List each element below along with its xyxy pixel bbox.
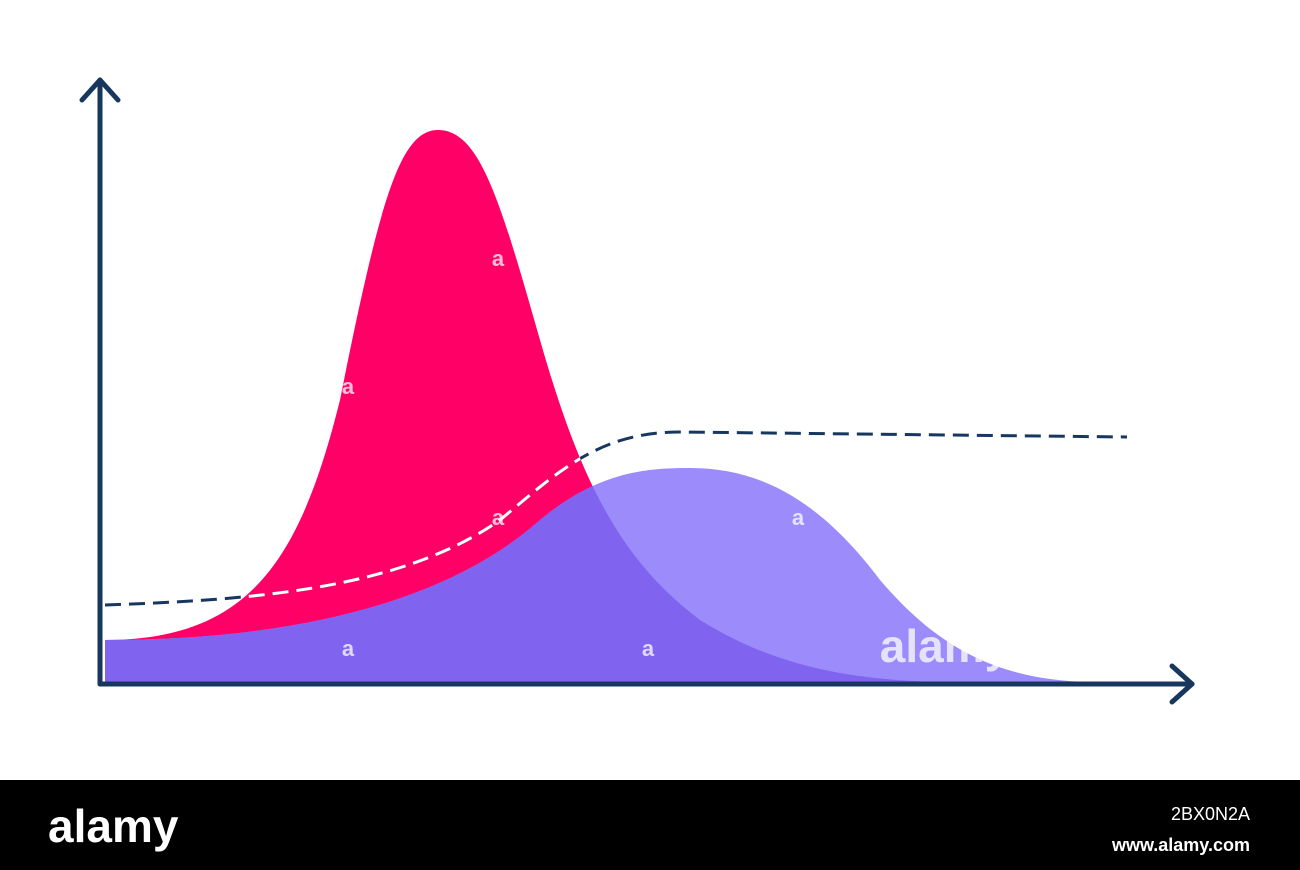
watermark: a: [342, 636, 355, 661]
image-id: 2BX0N2A: [1171, 804, 1250, 824]
watermark-logo: alamy: [880, 620, 1011, 672]
watermark: a: [342, 374, 355, 399]
axes: [79, 77, 1195, 705]
capacity-line: [104, 430, 1128, 607]
watermark: a: [492, 505, 505, 530]
watermarks: a a a a a a alamy: [342, 246, 1011, 672]
footer-logo: alamy: [48, 800, 179, 852]
watermark: a: [492, 246, 505, 271]
footer-band: [0, 780, 1300, 870]
footer-url: www.alamy.com: [1111, 835, 1250, 855]
peak-curve: [105, 130, 940, 682]
watermark: a: [792, 505, 805, 530]
watermark: a: [642, 636, 655, 661]
